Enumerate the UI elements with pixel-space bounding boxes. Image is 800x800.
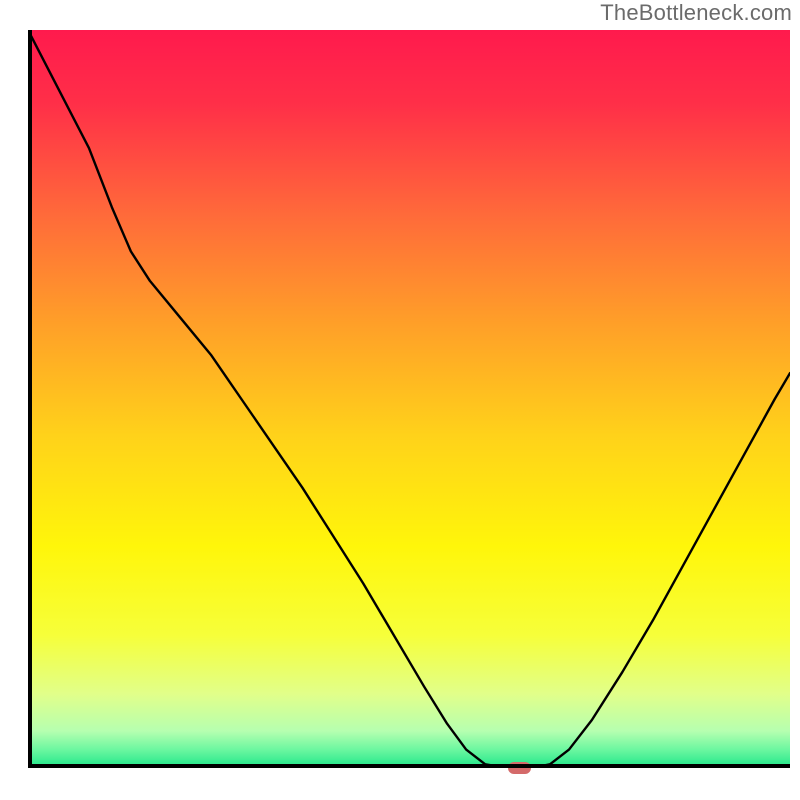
chart-container: TheBottleneck.com	[0, 0, 800, 800]
y-axis-line	[28, 30, 32, 768]
plot-area	[28, 30, 790, 768]
watermark-label: TheBottleneck.com	[600, 0, 792, 26]
x-axis-line	[28, 764, 790, 768]
curve-svg	[28, 30, 790, 768]
bottleneck-curve	[28, 30, 790, 768]
